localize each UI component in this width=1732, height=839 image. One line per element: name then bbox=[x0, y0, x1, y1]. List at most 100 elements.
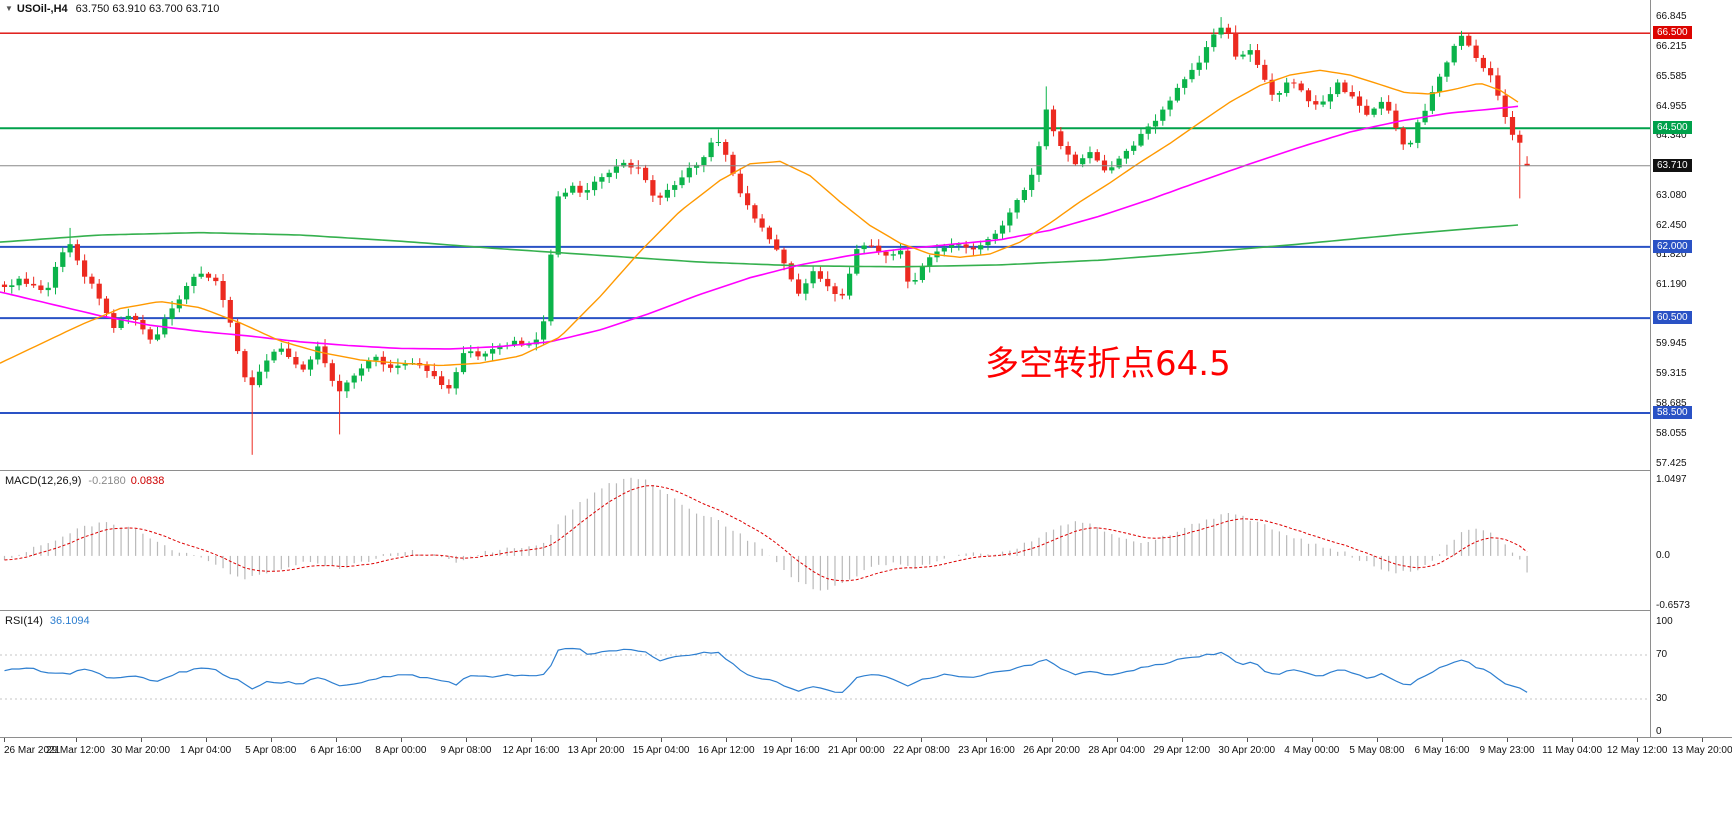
time-axis-label: 29 Apr 12:00 bbox=[1153, 745, 1211, 756]
time-axis-tick bbox=[465, 738, 467, 742]
time-axis-tick bbox=[1441, 738, 1443, 742]
ohlc-quote-values: 63.750 63.910 63.700 63.710 bbox=[75, 3, 220, 15]
price-line-label: 64.500 bbox=[1653, 121, 1692, 134]
time-axis-tick bbox=[921, 738, 923, 742]
price-axis-label: 59.315 bbox=[1656, 368, 1687, 379]
macd-indicator-label: MACD(12,26,9) -0.2180 0.0838 bbox=[5, 475, 164, 487]
time-axis-label: 29 Mar 12:00 bbox=[46, 745, 105, 756]
time-axis-tick bbox=[140, 738, 142, 742]
macd-signal-value: 0.0838 bbox=[130, 475, 165, 487]
time-axis-tick bbox=[1376, 738, 1378, 742]
time-axis-tick bbox=[1702, 738, 1704, 742]
time-axis-tick bbox=[530, 738, 532, 742]
time-axis-tick bbox=[1246, 738, 1248, 742]
price-axis-label: 61.820 bbox=[1656, 249, 1687, 260]
macd-axis-label: 0.0 bbox=[1656, 550, 1670, 561]
time-axis-tick bbox=[1507, 738, 1509, 742]
price-axis-label: 59.945 bbox=[1656, 338, 1687, 349]
chart-annotation-text: 多空转折点64.5 bbox=[985, 344, 1231, 384]
time-axis-label: 26 Mar 2021 bbox=[4, 745, 61, 756]
price-axis-label: 58.055 bbox=[1656, 428, 1687, 439]
rsi-name: RSI(14) bbox=[5, 615, 43, 627]
rsi-panel-canvas[interactable] bbox=[0, 611, 1650, 737]
time-axis-tick bbox=[1637, 738, 1639, 742]
time-axis-label: 28 Apr 04:00 bbox=[1088, 745, 1145, 756]
ma-slow-line bbox=[0, 224, 1519, 268]
time-axis-label: 9 May 23:00 bbox=[1479, 745, 1535, 756]
rsi-axis-label: 30 bbox=[1656, 693, 1668, 704]
chart-header: ▼ USOil-,H4 63.750 63.910 63.700 63.710 bbox=[5, 3, 219, 15]
panel-splitter[interactable] bbox=[0, 470, 1732, 471]
price-axis: 66.845 66.215 65.585 64.955 64.340 63.080 62.4… bbox=[1650, 0, 1732, 737]
time-axis-label: 9 Apr 08:00 bbox=[440, 745, 492, 756]
price-axis-label: 64.340 bbox=[1656, 130, 1687, 141]
chart-dropdown-arrow-icon[interactable]: ▼ bbox=[5, 4, 13, 13]
price-line-label: 62.000 bbox=[1653, 240, 1692, 253]
macd-signal-line bbox=[4, 485, 1528, 582]
price-line-label: 66.500 bbox=[1653, 26, 1692, 39]
macd-axis-label: 1.0497 bbox=[1656, 474, 1687, 485]
time-axis-tick bbox=[205, 738, 207, 742]
time-axis-label: 16 Apr 12:00 bbox=[697, 745, 755, 756]
time-axis-label: 30 Mar 20:00 bbox=[111, 745, 171, 756]
time-axis-tick bbox=[661, 738, 663, 742]
rsi-value: 36.1094 bbox=[49, 615, 90, 627]
time-axis-label: 12 May 12:00 bbox=[1606, 745, 1668, 756]
price-line-label: 60.500 bbox=[1653, 311, 1692, 324]
time-axis-label: 1 Apr 04:00 bbox=[180, 745, 232, 756]
panel-splitter[interactable] bbox=[0, 610, 1732, 611]
time-axis-tick bbox=[270, 738, 272, 742]
price-axis-label: 61.190 bbox=[1656, 279, 1687, 290]
rsi-axis-label: 70 bbox=[1656, 649, 1668, 660]
price-axis-label: 63.080 bbox=[1656, 190, 1687, 201]
time-axis-label: 26 Apr 20:00 bbox=[1023, 745, 1080, 756]
time-axis-tick bbox=[1116, 738, 1118, 742]
time-axis: 26 Mar 2021 29 Mar 12:00 30 Mar 20:00 1 Apr… bbox=[0, 737, 1732, 765]
rsi-indicator-label: RSI(14) 36.1094 bbox=[5, 615, 90, 627]
macd-axis-label: -0.6573 bbox=[1656, 600, 1690, 611]
time-axis-label: 6 Apr 16:00 bbox=[310, 745, 362, 756]
time-axis-tick bbox=[596, 738, 598, 742]
price-axis-label: 64.955 bbox=[1656, 101, 1687, 112]
time-axis-label: 11 May 04:00 bbox=[1542, 745, 1603, 756]
time-axis-label: 13 Apr 20:00 bbox=[567, 745, 625, 756]
rsi-line bbox=[4, 647, 1528, 694]
time-axis-label: 13 May 20:00 bbox=[1671, 745, 1732, 756]
price-chart-canvas[interactable] bbox=[0, 0, 1650, 470]
time-axis-tick bbox=[1311, 738, 1313, 742]
time-axis-label: 15 Apr 04:00 bbox=[632, 745, 690, 756]
price-axis-label: 58.685 bbox=[1656, 398, 1687, 409]
time-axis-label: 30 Apr 20:00 bbox=[1218, 745, 1276, 756]
time-axis-tick bbox=[986, 738, 988, 742]
time-axis-tick bbox=[75, 738, 77, 742]
price-line-label: 58.500 bbox=[1653, 406, 1692, 419]
time-axis-label: 19 Apr 16:00 bbox=[762, 745, 820, 756]
price-axis-label: 66.215 bbox=[1656, 41, 1687, 52]
time-axis-tick bbox=[791, 738, 793, 742]
time-axis-label: 12 Apr 16:00 bbox=[502, 745, 560, 756]
ma-fast-line bbox=[0, 69, 1519, 367]
time-axis-tick bbox=[1051, 738, 1053, 742]
macd-histogram bbox=[3, 477, 1528, 591]
price-axis-label: 65.585 bbox=[1656, 71, 1687, 82]
time-axis-label: 5 May 08:00 bbox=[1349, 745, 1405, 756]
time-axis-tick bbox=[1181, 738, 1183, 742]
rsi-axis-label: 0 bbox=[1656, 726, 1662, 737]
macd-panel-canvas[interactable] bbox=[0, 471, 1650, 610]
time-axis-label: 8 Apr 00:00 bbox=[375, 745, 427, 756]
price-line-label: 63.710 bbox=[1653, 159, 1692, 172]
time-axis-label: 6 May 16:00 bbox=[1414, 745, 1470, 756]
time-axis-label: 21 Apr 00:00 bbox=[827, 745, 885, 756]
price-axis-label: 62.450 bbox=[1656, 220, 1687, 231]
hlines-layer bbox=[0, 32, 1650, 414]
time-axis-tick bbox=[335, 738, 337, 742]
time-axis-tick bbox=[1572, 738, 1574, 742]
time-axis-tick bbox=[400, 738, 402, 742]
macd-name: MACD(12,26,9) bbox=[5, 475, 82, 487]
ma-mid-line bbox=[0, 105, 1519, 350]
time-axis-label: 22 Apr 08:00 bbox=[893, 745, 950, 756]
symbol-timeframe-label: USOil-,H4 bbox=[16, 3, 68, 15]
time-axis-label: 23 Apr 16:00 bbox=[958, 745, 1015, 756]
candles-layer bbox=[1, 17, 1530, 455]
